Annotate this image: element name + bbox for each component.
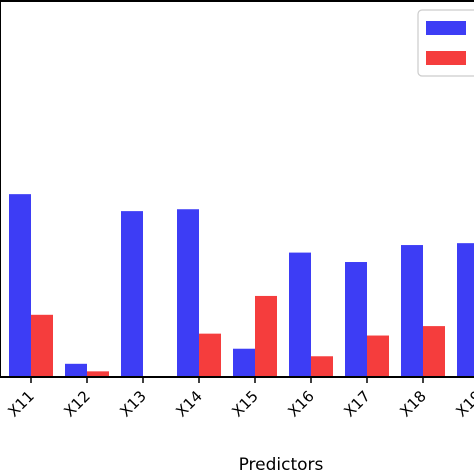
bar-x19-series-1 bbox=[457, 243, 474, 377]
x-tick-label: X18 bbox=[396, 387, 429, 420]
x-tick-label: X11 bbox=[4, 387, 37, 420]
bar-x15-series-1 bbox=[233, 348, 255, 377]
bar-x18-series-2 bbox=[423, 326, 445, 377]
legend-frame bbox=[417, 9, 474, 77]
bars-group bbox=[9, 194, 474, 377]
bar-x11-series-2 bbox=[31, 314, 53, 377]
bar-x12-series-2 bbox=[87, 371, 109, 377]
bar-x13-series-1 bbox=[121, 211, 143, 377]
legend bbox=[417, 9, 474, 77]
x-tick-label: X14 bbox=[172, 387, 205, 420]
bar-x18-series-1 bbox=[401, 245, 423, 377]
bar-x14-series-2 bbox=[199, 333, 221, 377]
bar-x16-series-2 bbox=[311, 356, 333, 377]
bar-x11-series-1 bbox=[9, 194, 31, 377]
x-axis-label: Predictors bbox=[239, 455, 324, 474]
x-tick-label: X13 bbox=[116, 387, 149, 420]
x-tick-label: X12 bbox=[60, 387, 93, 420]
x-ticks-group: X11 X12 X13 X14 X15 X16 X17 X18 X19 bbox=[4, 377, 474, 421]
x-tick-label: X17 bbox=[340, 387, 373, 420]
bar-x12-series-1 bbox=[65, 363, 87, 377]
bar-x17-series-2 bbox=[367, 335, 389, 377]
legend-swatch-series-2 bbox=[426, 51, 466, 65]
x-tick-label: X19 bbox=[452, 387, 474, 420]
bar-x17-series-1 bbox=[345, 262, 367, 377]
x-tick-label: X15 bbox=[228, 387, 261, 420]
bar-x16-series-1 bbox=[289, 252, 311, 377]
bar-x15-series-2 bbox=[255, 295, 277, 377]
bar-x14-series-1 bbox=[177, 209, 199, 377]
x-tick-label: X16 bbox=[284, 387, 317, 420]
legend-swatch-series-1 bbox=[426, 21, 466, 35]
